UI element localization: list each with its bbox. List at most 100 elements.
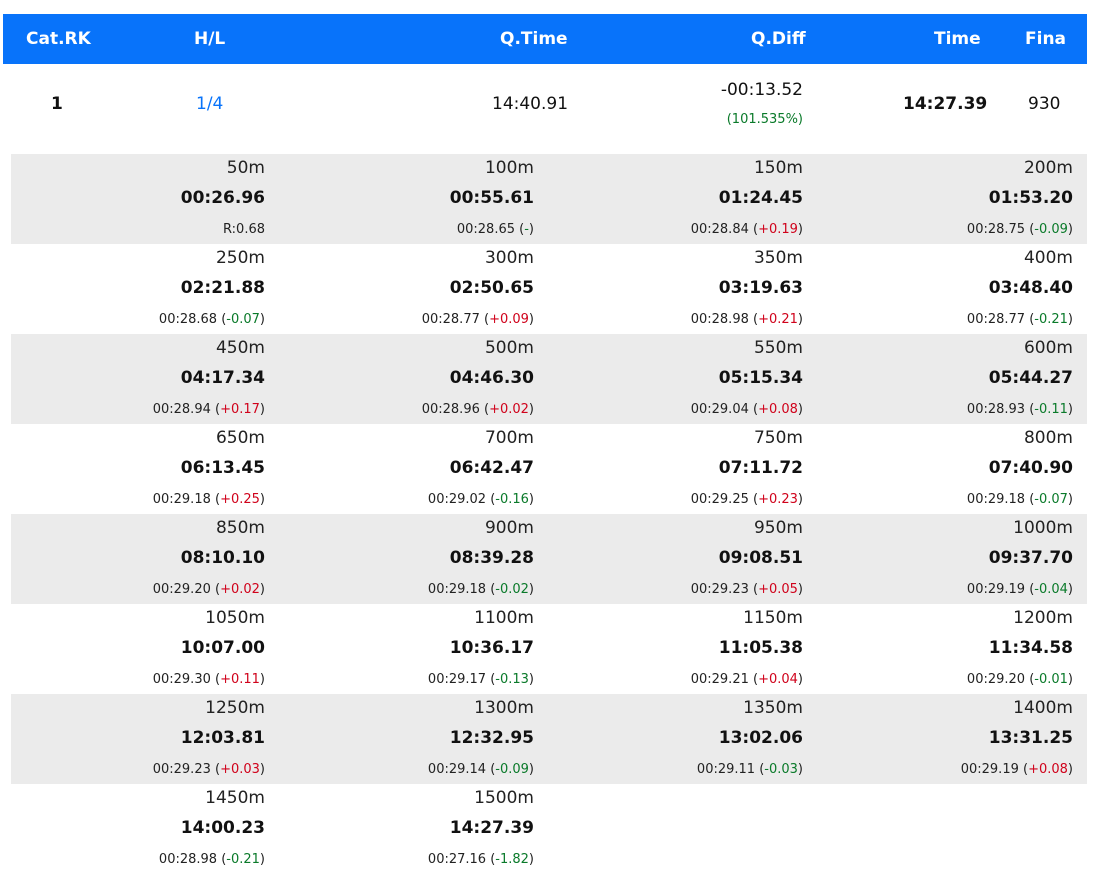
split-delta: (-1.82) [486, 852, 534, 867]
split-lap-time: 00:28.93 [966, 402, 1026, 417]
split-row: 450m 04:17.34 00:28.94 (+0.17) 500m 04:46.30… [11, 334, 1087, 424]
split-cumulative-time: 06:42.47 [449, 458, 534, 478]
split-distance: 350m [753, 248, 803, 268]
split-delta: (-0.11) [1025, 402, 1073, 417]
split-delta-value: +0.19 [758, 222, 798, 237]
split-delta: (-0.21) [1025, 312, 1073, 327]
split-distance: 50m [226, 158, 265, 178]
split-delta-value: -0.09 [1034, 222, 1068, 237]
split-lap-time: 00:29.30 [152, 672, 211, 687]
split-delta-value: -0.16 [495, 492, 529, 507]
split-delta-value: -0.09 [495, 762, 529, 777]
split-cell: 1400m 13:31.25 00:29.19 (+0.08) [813, 694, 1073, 784]
split-cumulative-time: 11:34.58 [988, 638, 1073, 658]
split-cumulative-time: 14:00.23 [180, 818, 265, 838]
split-distance: 1450m [205, 788, 265, 808]
col-header-time[interactable]: Time [934, 29, 981, 49]
split-lap-time: 00:29.17 [427, 672, 487, 687]
split-distance: 1150m [743, 608, 803, 628]
split-cell: 700m 06:42.47 00:29.02 (-0.16) [274, 424, 534, 514]
split-lap-info: 00:29.18 (+0.25) [153, 492, 265, 507]
split-delta: (+0.04) [748, 672, 803, 687]
split-delta-value: -0.07 [226, 312, 260, 327]
split-delta-value: +0.04 [758, 672, 798, 687]
col-header-hl[interactable]: H/L [194, 29, 226, 49]
split-delta: (-0.02) [486, 582, 534, 597]
split-delta-value: +0.05 [758, 582, 798, 597]
split-lap-info: 00:29.23 (+0.05) [691, 582, 803, 597]
col-header-qtime[interactable]: Q.Time [500, 29, 568, 49]
split-cell: 750m 07:11.72 00:29.25 (+0.23) [543, 424, 803, 514]
split-delta: (+0.02) [210, 582, 265, 597]
split-cell: 1150m 11:05.38 00:29.21 (+0.04) [543, 604, 803, 694]
split-cumulative-time: 07:40.90 [988, 458, 1073, 478]
split-distance: 1100m [474, 608, 534, 628]
col-header-fina[interactable]: Fina [1025, 29, 1067, 49]
split-delta-value: -0.01 [1034, 672, 1068, 687]
split-lap-info: 00:28.84 (+0.19) [691, 222, 803, 237]
split-lap-time: 00:28.77 [966, 312, 1026, 327]
split-lap-info: 00:29.19 (-0.04) [967, 582, 1073, 597]
split-cell: 50m 00:26.96 R:0.68 [5, 154, 265, 244]
qualifying-diff-percent: (101.535%) [726, 112, 803, 127]
split-cell: 1200m 11:34.58 00:29.20 (-0.01) [813, 604, 1073, 694]
split-cell: 350m 03:19.63 00:28.98 (+0.21) [543, 244, 803, 334]
split-lap-time: 00:29.14 [427, 762, 487, 777]
split-distance: 650m [215, 428, 265, 448]
split-lap-info: 00:28.77 (-0.21) [967, 312, 1073, 327]
split-lap-info: 00:29.18 (-0.02) [428, 582, 534, 597]
split-row: 1250m 12:03.81 00:29.23 (+0.03) 1300m 12:32.… [11, 694, 1087, 784]
split-lap-info: 00:28.77 (+0.09) [422, 312, 534, 327]
split-cumulative-time: 01:53.20 [988, 188, 1073, 208]
split-distance: 150m [753, 158, 803, 178]
cat-rank: 1 [51, 94, 63, 114]
split-delta: (+0.02) [479, 402, 534, 417]
split-delta-value: +0.17 [220, 402, 260, 417]
split-delta-value: +0.21 [758, 312, 798, 327]
split-lap-time: 00:29.25 [690, 492, 749, 507]
results-table-header: Cat.RK H/L Q.Time Q.Diff Time Fina [3, 14, 1087, 64]
split-distance: 950m [753, 518, 803, 538]
split-distance: 1400m [1013, 698, 1073, 718]
split-lap-time: 00:28.98 [158, 852, 218, 867]
split-distance: 250m [215, 248, 265, 268]
heat-lane-link[interactable]: 1/4 [196, 94, 224, 114]
split-lap-time: 00:29.18 [152, 492, 211, 507]
split-distance: 1250m [205, 698, 265, 718]
split-lap-info: 00:28.96 (+0.02) [422, 402, 534, 417]
split-lap-info: 00:29.04 (+0.08) [691, 402, 803, 417]
split-cumulative-time: 08:10.10 [180, 548, 265, 568]
split-distance: 1300m [474, 698, 534, 718]
split-delta: (+0.23) [748, 492, 803, 507]
split-cell: 1450m 14:00.23 00:28.98 (-0.21) [5, 784, 265, 874]
split-cumulative-time: 09:08.51 [718, 548, 803, 568]
split-distance: 750m [753, 428, 803, 448]
split-delta-value: -0.21 [1034, 312, 1068, 327]
split-row: 1050m 10:07.00 00:29.30 (+0.11) 1100m 10:36.… [11, 604, 1087, 694]
split-lap-time: 00:28.98 [690, 312, 749, 327]
split-cell: 1500m 14:27.39 00:27.16 (-1.82) [274, 784, 534, 874]
split-delta: (-0.07) [1025, 492, 1073, 507]
split-distance: 500m [484, 338, 534, 358]
col-header-cat-rk[interactable]: Cat.RK [26, 29, 91, 49]
split-lap-time: 00:29.21 [690, 672, 749, 687]
split-distance: 1050m [205, 608, 265, 628]
split-lap-time: 00:29.20 [152, 582, 211, 597]
split-lap-info: 00:28.94 (+0.17) [153, 402, 265, 417]
split-cumulative-time: 04:17.34 [180, 368, 265, 388]
split-distance: 1500m [474, 788, 534, 808]
qualifying-time: 14:40.91 [492, 94, 569, 114]
split-delta: (+0.21) [748, 312, 803, 327]
final-time: 14:27.39 [903, 94, 988, 114]
split-cell: 1050m 10:07.00 00:29.30 (+0.11) [5, 604, 265, 694]
col-header-qdiff[interactable]: Q.Diff [751, 29, 806, 49]
split-cell: 650m 06:13.45 00:29.18 (+0.25) [5, 424, 265, 514]
split-lap-time: 00:28.84 [690, 222, 749, 237]
split-delta-value: -0.07 [1034, 492, 1068, 507]
split-distance: 900m [484, 518, 534, 538]
split-delta-value: -0.21 [226, 852, 260, 867]
split-cell: 800m 07:40.90 00:29.18 (-0.07) [813, 424, 1073, 514]
split-lap-info: 00:28.98 (-0.21) [159, 852, 265, 867]
split-delta-value: -0.13 [495, 672, 529, 687]
split-lap-info: 00:29.19 (+0.08) [961, 762, 1073, 777]
